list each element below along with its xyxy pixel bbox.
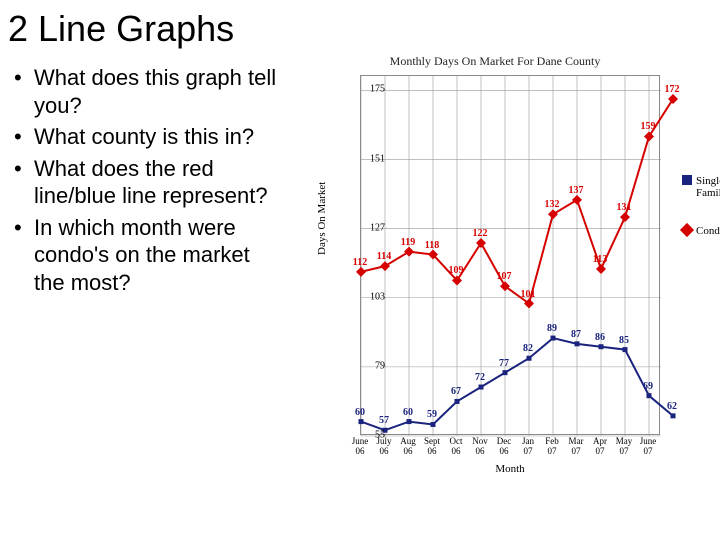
y-tick-label: 127	[370, 222, 385, 233]
data-point-label: 60	[355, 407, 365, 418]
data-point-label: 131	[617, 202, 632, 213]
data-point-label: 77	[499, 358, 509, 369]
x-tick-label: Oct06	[444, 437, 468, 457]
y-tick-label: 103	[370, 291, 385, 302]
bullet-item: What does the red line/blue line represe…	[14, 155, 286, 210]
square-icon	[682, 175, 692, 185]
page-title: 2 Line Graphs	[0, 0, 720, 54]
data-point-label: 57	[379, 415, 389, 426]
bullet-item: What does this graph tell you?	[14, 64, 286, 119]
data-point-label: 113	[593, 254, 607, 265]
data-point-label: 62	[667, 401, 677, 412]
x-tick-label: May07	[612, 437, 636, 457]
chart-title: Monthly Days On Market For Dane County	[270, 54, 720, 69]
x-tick-label: June06	[348, 437, 372, 457]
data-point-label: 114	[377, 251, 391, 262]
data-point-label: 159	[641, 121, 656, 132]
data-point-label: 85	[619, 335, 629, 346]
data-point-label: 82	[523, 343, 533, 354]
data-point-label: 72	[475, 372, 485, 383]
y-tick-label: 151	[370, 153, 385, 164]
data-point-label: 119	[401, 237, 415, 248]
x-tick-label: Jan07	[516, 437, 540, 457]
legend-item-single-family: Single Family	[682, 175, 720, 199]
x-axis-label: Month	[360, 463, 660, 475]
chart-svg	[361, 76, 661, 436]
x-tick-label: Feb07	[540, 437, 564, 457]
data-point-label: 87	[571, 329, 581, 340]
legend: Single Family Condo	[682, 175, 720, 263]
legend-label: Condo	[696, 225, 720, 237]
x-tick-label: Sept06	[420, 437, 444, 457]
data-point-label: 112	[353, 257, 367, 268]
x-tick-label: Mar07	[564, 437, 588, 457]
plot-area	[360, 75, 660, 435]
data-point-label: 132	[545, 199, 560, 210]
x-tick-label: Apr07	[588, 437, 612, 457]
data-point-label: 89	[547, 323, 557, 334]
data-point-label: 122	[473, 228, 488, 239]
x-tick-label: Dec06	[492, 437, 516, 457]
data-point-label: 86	[595, 332, 605, 343]
x-tick-label: Nov06	[468, 437, 492, 457]
data-point-label: 137	[569, 185, 584, 196]
data-point-label: 59	[427, 409, 437, 420]
bullet-list: What does this graph tell you? What coun…	[0, 54, 290, 475]
data-point-label: 107	[497, 271, 512, 282]
data-point-label: 118	[425, 240, 439, 251]
data-point-label: 101	[521, 289, 536, 300]
data-point-label: 69	[643, 381, 653, 392]
data-point-label: 67	[451, 386, 461, 397]
data-point-label: 172	[665, 84, 680, 95]
y-tick-label: 175	[370, 84, 385, 95]
bullet-item: In which month were condo's on the marke…	[14, 214, 286, 297]
content-row: What does this graph tell you? What coun…	[0, 54, 720, 475]
y-axis-label: Days On Market	[316, 182, 328, 255]
data-point-label: 60	[403, 407, 413, 418]
y-tick-label: 79	[375, 360, 385, 371]
diamond-icon	[680, 223, 694, 237]
x-tick-label: June07	[636, 437, 660, 457]
x-tick-label: July06	[372, 437, 396, 457]
legend-label: Single Family	[696, 175, 720, 199]
x-tick-label: Aug06	[396, 437, 420, 457]
bullet-item: What county is this in?	[14, 123, 286, 151]
chart-area: Monthly Days On Market For Dane County D…	[290, 54, 720, 475]
legend-item-condo: Condo	[682, 225, 720, 237]
chart-frame: Days On Market Month Single Family Condo…	[330, 75, 690, 475]
data-point-label: 109	[449, 265, 464, 276]
